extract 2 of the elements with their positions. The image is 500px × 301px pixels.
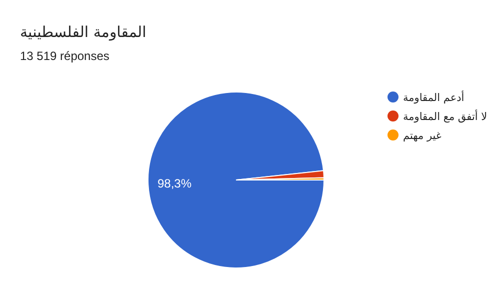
subtitle: 13 519 réponses — [20, 49, 110, 63]
title: المقاومة الفلسطينية — [20, 23, 146, 41]
